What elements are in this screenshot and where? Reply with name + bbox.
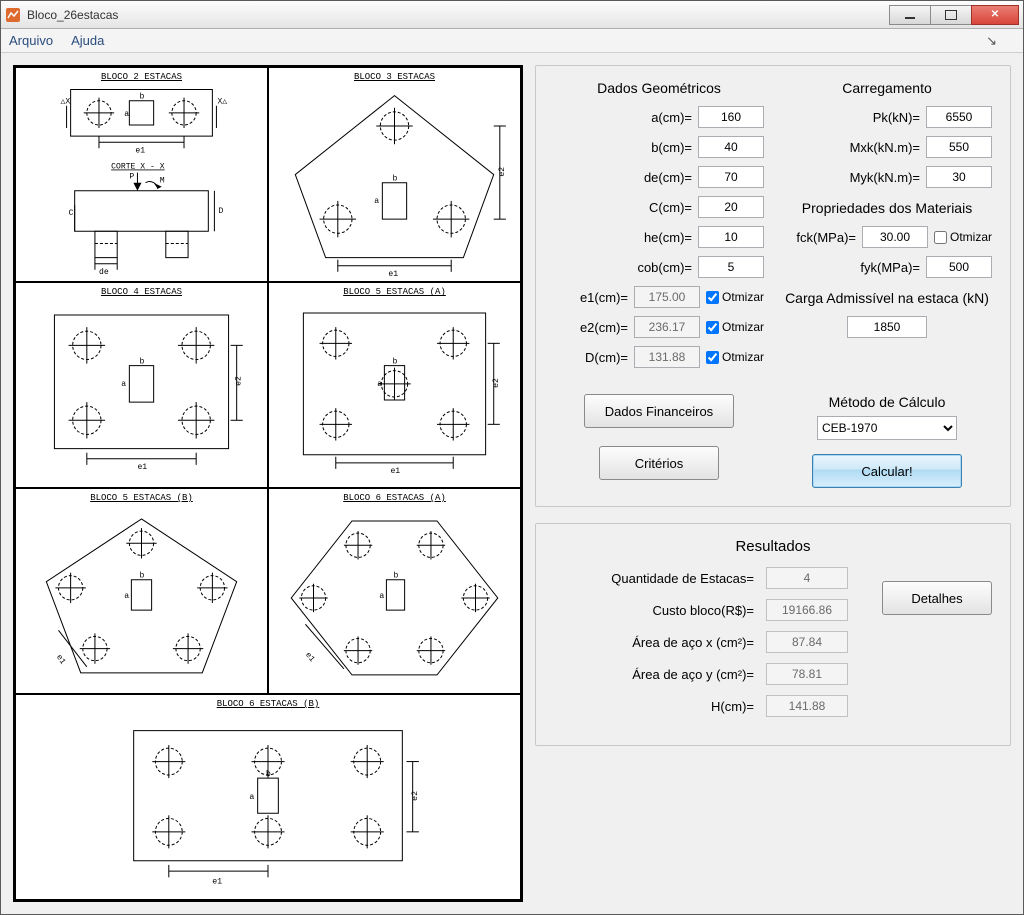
mat-title: Propriedades dos Materiais: [782, 200, 992, 216]
svg-text:CORTE X - X: CORTE X - X: [111, 163, 165, 172]
svg-text:D: D: [218, 207, 223, 216]
method-title: Método de Cálculo: [817, 394, 957, 410]
load-col: Carregamento Pk(kN)= Mxk(kN.m)= Myk(kN.m…: [782, 80, 992, 376]
load-title: Carregamento: [782, 80, 992, 96]
svg-text:M: M: [160, 177, 165, 186]
input-e2[interactable]: [634, 316, 700, 338]
diagram-6estacas-a: BLOCO 6 ESTACAS (A): [267, 487, 522, 695]
method-select[interactable]: CEB-1970: [817, 416, 957, 440]
input-fck[interactable]: [862, 226, 928, 248]
res-q: [766, 567, 848, 589]
svg-text:e1: e1: [54, 653, 67, 666]
svg-text:e1: e1: [390, 467, 400, 476]
svg-text:a: a: [374, 197, 379, 206]
maximize-button[interactable]: [930, 5, 972, 25]
res-h: [766, 695, 848, 717]
menu-expand-icon[interactable]: ↘: [986, 33, 997, 49]
svg-text:a: a: [124, 592, 129, 601]
svg-text:b: b: [139, 358, 144, 367]
input-myk[interactable]: [926, 166, 992, 188]
input-c[interactable]: [698, 196, 764, 218]
input-e1[interactable]: [634, 286, 700, 308]
titlebar: Bloco_26estacas: [1, 1, 1023, 29]
window-title: Bloco_26estacas: [27, 8, 890, 22]
res-custo: [766, 599, 848, 621]
diagram-6estacas-b: BLOCO 6 ESTACAS (B): [14, 693, 522, 901]
svg-text:a: a: [377, 380, 382, 389]
svg-text:a: a: [379, 592, 384, 601]
input-pk[interactable]: [926, 106, 992, 128]
svg-text:de: de: [99, 268, 109, 277]
input-fyk[interactable]: [926, 256, 992, 278]
diagram-3estacas: BLOCO 3 ESTACAS ba: [267, 66, 522, 283]
svg-text:b: b: [392, 175, 397, 184]
svg-text:△X: △X: [60, 98, 70, 107]
svg-text:e1: e1: [135, 146, 145, 155]
svg-text:b: b: [139, 93, 144, 102]
content: BLOCO 2 ESTACAS: [1, 53, 1023, 914]
svg-text:e2: e2: [411, 791, 420, 801]
inputs-panel: Dados Geométricos a(cm)= b(cm)= de(cm)= …: [535, 65, 1011, 507]
svg-text:a: a: [249, 793, 254, 802]
svg-text:b: b: [393, 572, 398, 581]
svg-text:b: b: [266, 769, 271, 779]
svg-text:e1: e1: [388, 270, 398, 279]
input-cob[interactable]: [698, 256, 764, 278]
input-carga[interactable]: [847, 316, 927, 338]
diagram-4estacas: BLOCO 4 ESTACAS ba: [14, 281, 269, 489]
svg-text:b: b: [392, 358, 397, 367]
chk-e1-otm[interactable]: [706, 291, 719, 304]
svg-text:e2: e2: [235, 376, 244, 386]
diagrams-panel: BLOCO 2 ESTACAS: [13, 65, 523, 902]
svg-text:e1: e1: [137, 463, 147, 472]
input-mxk[interactable]: [926, 136, 992, 158]
chk-e2-otm[interactable]: [706, 321, 719, 334]
diagram-5estacas-b: BLOCO 5 ESTACAS (B): [14, 487, 269, 695]
input-de[interactable]: [698, 166, 764, 188]
geom-col: Dados Geométricos a(cm)= b(cm)= de(cm)= …: [554, 80, 764, 376]
svg-text:a: a: [124, 110, 129, 119]
svg-text:e2: e2: [492, 378, 501, 388]
menubar: Arquivo Ajuda ↘: [1, 29, 1023, 53]
calcular-button[interactable]: Calcular!: [812, 454, 962, 488]
minimize-button[interactable]: [889, 5, 931, 25]
detalhes-button[interactable]: Detalhes: [882, 581, 992, 615]
criterios-button[interactable]: Critérios: [599, 446, 719, 480]
results-title: Resultados: [554, 538, 992, 555]
diagram-2estacas: BLOCO 2 ESTACAS: [14, 66, 269, 283]
app-window: Bloco_26estacas Arquivo Ajuda ↘ BLOCO 2 …: [0, 0, 1024, 915]
menu-arquivo[interactable]: Arquivo: [9, 33, 53, 48]
svg-text:b: b: [139, 572, 144, 581]
svg-text:e1: e1: [303, 651, 316, 664]
input-a[interactable]: [698, 106, 764, 128]
svg-text:X△: X△: [217, 98, 227, 107]
res-ax: [766, 631, 848, 653]
res-ay: [766, 663, 848, 685]
input-he[interactable]: [698, 226, 764, 248]
chk-fck-otm[interactable]: [934, 231, 947, 244]
close-button[interactable]: [971, 5, 1019, 25]
window-buttons: [890, 5, 1019, 25]
app-icon: [5, 7, 21, 23]
input-d[interactable]: [634, 346, 700, 368]
svg-text:e2: e2: [498, 167, 507, 177]
input-b[interactable]: [698, 136, 764, 158]
svg-text:C: C: [69, 209, 74, 218]
right-column: Dados Geométricos a(cm)= b(cm)= de(cm)= …: [535, 65, 1011, 902]
chk-d-otm[interactable]: [706, 351, 719, 364]
svg-text:a: a: [121, 380, 126, 389]
menu-ajuda[interactable]: Ajuda: [71, 33, 104, 48]
dados-financeiros-button[interactable]: Dados Financeiros: [584, 394, 734, 428]
geom-title: Dados Geométricos: [554, 80, 764, 96]
results-panel: Resultados Quantidade de Estacas= Custo …: [535, 523, 1011, 746]
svg-text:e1: e1: [212, 878, 222, 887]
svg-text:P: P: [129, 173, 134, 182]
diagram-5estacas-a: BLOCO 5 ESTACAS (A): [267, 281, 522, 489]
carga-title: Carga Admissível na estaca (kN): [782, 290, 992, 306]
